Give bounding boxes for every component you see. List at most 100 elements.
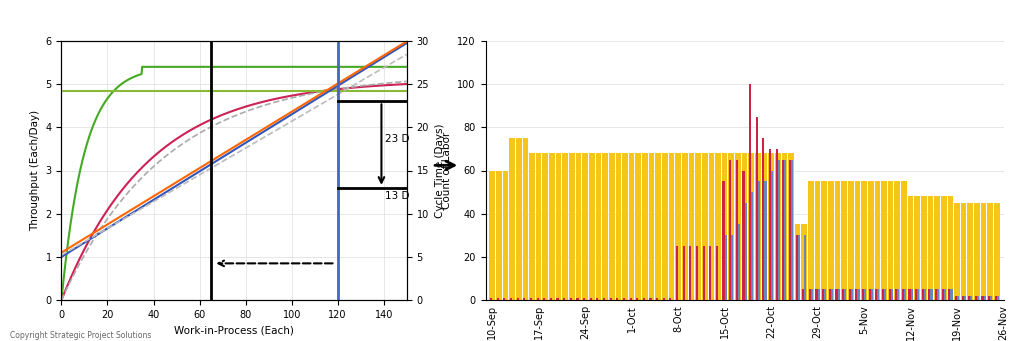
Bar <box>961 203 967 300</box>
Bar <box>755 153 761 300</box>
Bar <box>778 160 780 300</box>
Bar <box>736 160 738 300</box>
Bar <box>964 296 966 300</box>
Bar <box>731 235 733 300</box>
Bar <box>804 235 807 300</box>
Bar <box>855 181 860 300</box>
Bar <box>683 246 685 300</box>
Bar <box>968 296 971 300</box>
Bar <box>728 153 734 300</box>
Bar <box>689 246 691 300</box>
Bar <box>828 289 830 300</box>
Bar <box>815 181 820 300</box>
Bar <box>876 289 878 300</box>
Bar <box>529 298 532 300</box>
Bar <box>771 170 773 300</box>
Bar <box>808 181 814 300</box>
Bar <box>981 203 986 300</box>
Bar <box>864 289 866 300</box>
Bar <box>948 289 950 300</box>
Bar <box>529 153 535 300</box>
Bar <box>848 181 854 300</box>
Text: 13 D: 13 D <box>385 191 410 202</box>
Bar <box>821 181 827 300</box>
Bar <box>725 235 727 300</box>
Bar <box>629 153 635 300</box>
Bar <box>701 153 708 300</box>
Bar <box>769 149 771 300</box>
Bar <box>550 298 552 300</box>
Bar <box>710 246 712 300</box>
Bar <box>602 153 608 300</box>
Bar <box>675 153 681 300</box>
Bar <box>844 289 846 300</box>
Bar <box>836 289 838 300</box>
Bar <box>798 235 800 300</box>
Bar <box>828 181 834 300</box>
Bar <box>895 289 897 300</box>
Bar <box>768 153 774 300</box>
Bar <box>901 181 906 300</box>
Bar <box>934 196 940 300</box>
Bar <box>509 138 515 300</box>
Bar <box>636 298 638 300</box>
Bar <box>977 296 979 300</box>
Bar <box>522 138 528 300</box>
Bar <box>855 289 857 300</box>
Bar <box>941 196 946 300</box>
Bar <box>623 153 628 300</box>
Bar <box>924 289 926 300</box>
Bar <box>583 298 585 300</box>
Bar <box>630 298 632 300</box>
Bar <box>609 298 611 300</box>
Bar <box>663 153 668 300</box>
Bar <box>861 181 867 300</box>
Bar <box>842 181 847 300</box>
Bar <box>716 246 718 300</box>
Bar <box>590 298 592 300</box>
Y-axis label: Count of Labor: Count of Labor <box>441 132 452 209</box>
Bar <box>765 181 767 300</box>
Bar <box>762 153 767 300</box>
Bar <box>556 298 558 300</box>
Bar <box>782 160 784 300</box>
Bar <box>516 138 521 300</box>
Bar <box>676 246 678 300</box>
Bar <box>975 296 977 300</box>
Bar <box>791 160 794 300</box>
Bar <box>921 196 927 300</box>
Bar <box>984 296 986 300</box>
Bar <box>950 289 952 300</box>
Bar <box>878 289 880 300</box>
Bar <box>915 289 918 300</box>
Bar <box>543 153 548 300</box>
Bar <box>994 203 999 300</box>
Bar <box>894 181 900 300</box>
Bar <box>955 296 957 300</box>
Bar <box>589 153 595 300</box>
Bar <box>643 298 645 300</box>
Bar <box>908 289 910 300</box>
Bar <box>556 153 561 300</box>
Bar <box>954 203 959 300</box>
Bar <box>990 296 992 300</box>
Bar <box>914 196 920 300</box>
Bar <box>851 289 853 300</box>
Bar <box>490 298 493 300</box>
Bar <box>882 181 887 300</box>
Bar <box>784 160 786 300</box>
Bar <box>882 289 884 300</box>
Bar <box>603 298 605 300</box>
Bar <box>569 153 574 300</box>
Bar <box>536 153 542 300</box>
Bar <box>749 153 754 300</box>
Bar <box>669 153 674 300</box>
Bar <box>838 289 840 300</box>
Bar <box>695 153 700 300</box>
Bar <box>981 296 984 300</box>
Bar <box>891 289 893 300</box>
Bar <box>907 196 913 300</box>
Bar <box>884 289 886 300</box>
Bar <box>744 203 746 300</box>
Bar <box>902 289 904 300</box>
